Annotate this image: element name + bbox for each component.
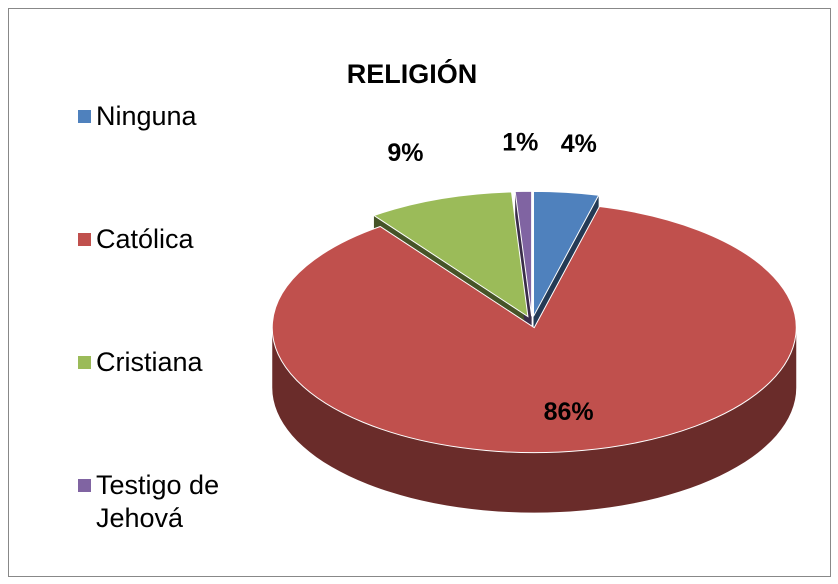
data-label: 4% [561, 130, 597, 158]
data-label: 1% [502, 128, 538, 156]
data-label: 9% [387, 139, 423, 167]
legend-label: Católica [96, 224, 194, 254]
pie-tops [271, 190, 797, 454]
legend-label: Ninguna [96, 101, 197, 131]
legend-item: Ninguna [78, 100, 268, 133]
legend-swatch [78, 356, 91, 369]
legend-swatch [78, 479, 91, 492]
legend-label: Testigo de Jehová [96, 470, 220, 533]
data-label: 86% [544, 398, 594, 426]
slice-outer-wall [272, 327, 797, 513]
slice [514, 190, 533, 317]
legend-item: Cristiana [78, 346, 268, 379]
legend-label: Cristiana [96, 347, 203, 377]
legend-item: Testigo de Jehová [78, 469, 268, 535]
chart-title: RELIGIÓN [347, 58, 478, 89]
slice [271, 206, 797, 454]
legend-swatch [78, 110, 91, 123]
slice [372, 191, 529, 318]
legend-item: Católica [78, 223, 268, 256]
slice [533, 190, 600, 317]
legend-swatch [78, 233, 91, 246]
